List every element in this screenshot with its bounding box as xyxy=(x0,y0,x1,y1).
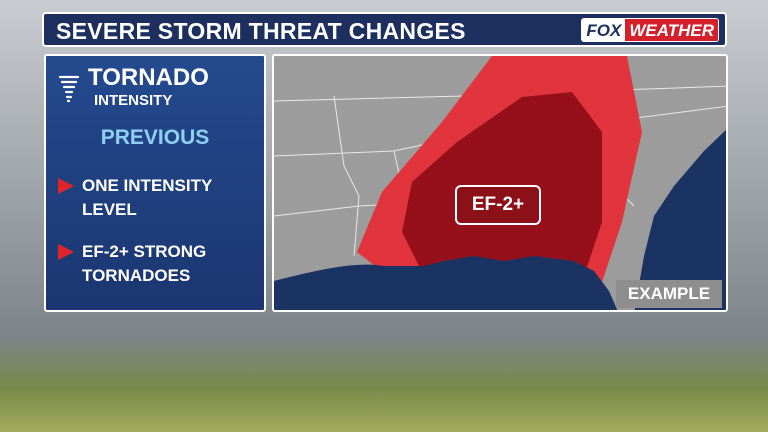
logo-left: FOX xyxy=(582,19,626,41)
title: SEVERE STORM THREAT CHANGES xyxy=(56,18,466,44)
tornado-icon xyxy=(58,75,80,103)
bullet-text: ONE INTENSITY LEVEL xyxy=(82,176,213,219)
map-label: EF-2+ xyxy=(455,185,541,225)
bullet-item: ONE INTENSITY LEVEL xyxy=(58,174,252,222)
logo: FOX WEATHER xyxy=(581,18,719,42)
bullet-text: EF-2+ STRONG TORNADOES xyxy=(82,242,207,285)
map xyxy=(272,54,728,312)
gulf-water xyxy=(274,256,618,310)
info-panel: TORNADO INTENSITY PREVIOUS ONE INTENSITY… xyxy=(44,54,266,312)
section-label: PREVIOUS xyxy=(100,126,210,149)
panel-subtitle: INTENSITY xyxy=(94,92,173,109)
example-tag: EXAMPLE xyxy=(616,280,722,308)
atlantic-water xyxy=(634,129,726,310)
panel-title: TORNADO xyxy=(88,64,209,91)
map-canvas xyxy=(274,56,726,310)
logo-right: WEATHER xyxy=(625,19,718,41)
risk-area-inner xyxy=(402,92,602,272)
header-bar: SEVERE STORM THREAT CHANGES FOX WEATHER xyxy=(42,12,727,47)
bullet-item: EF-2+ STRONG TORNADOES xyxy=(58,240,252,288)
